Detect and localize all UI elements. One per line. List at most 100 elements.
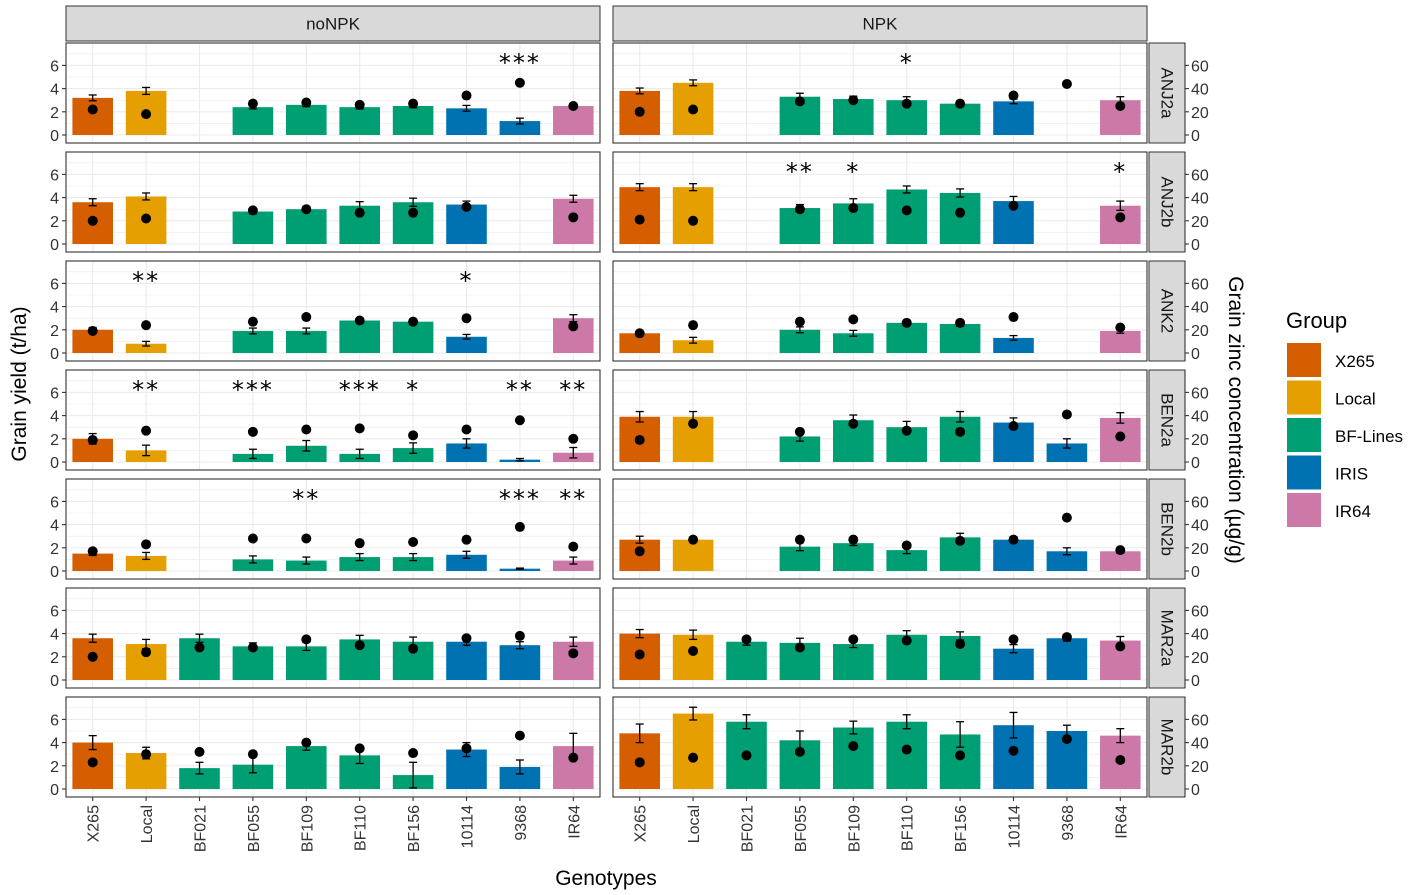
error-bar-10114: [1009, 334, 1018, 341]
panel-border: [65, 42, 601, 144]
zinc-point-10114: [461, 90, 472, 101]
y-tick-label: 6: [50, 712, 59, 729]
error-bar-BF110: [902, 185, 911, 194]
panel-border: [612, 478, 1148, 580]
bar-10114: [993, 539, 1034, 571]
y2-tick-label: 60: [1191, 58, 1209, 75]
bar-BF110: [886, 189, 927, 244]
bar-9368: [1046, 638, 1088, 680]
y2-tick-label: 40: [1191, 518, 1209, 535]
significance-Local: **: [132, 376, 160, 404]
facet-strip-MAR2b: [1148, 696, 1186, 798]
error-bar-Local: [689, 79, 698, 87]
zinc-point-BF109: [301, 737, 312, 748]
zinc-point-BF109: [301, 204, 312, 215]
bar-BF021: [179, 768, 220, 789]
y-tick-label: 2: [50, 214, 59, 231]
bar-BF110: [886, 721, 927, 789]
zinc-point-BF055: [247, 98, 258, 109]
error-bar-10114: [1009, 711, 1018, 739]
zinc-point-BF110: [901, 744, 912, 755]
zinc-point-9368: [1061, 78, 1072, 89]
zinc-point-BF055: [247, 533, 258, 544]
panel-border: [65, 587, 601, 689]
significance-9368: ***: [499, 485, 541, 513]
zinc-point-BF109: [848, 741, 859, 752]
x-tick-label-10114: 10114: [460, 805, 477, 848]
bar-10114: [446, 108, 487, 135]
legend-label: Local: [1335, 390, 1376, 409]
y-tick-label: 6: [50, 58, 59, 75]
error-bar-Local: [689, 629, 698, 641]
panel-border: [612, 587, 1148, 689]
y-tick-label: 6: [50, 603, 59, 620]
bar-BF109: [286, 646, 327, 680]
zinc-point-9368: [514, 630, 525, 641]
zinc-point-Local: [141, 320, 152, 331]
error-bar-9368: [1062, 547, 1071, 556]
zinc-point-Local: [141, 109, 152, 120]
panel-NPK-MAR2b: [612, 696, 1148, 798]
legend-swatch: [1287, 343, 1321, 377]
y2-tick-label: 0: [1191, 673, 1200, 690]
y2-tick-label: 20: [1191, 323, 1209, 340]
error-bar-Local: [142, 444, 151, 457]
error-bar-BF156: [409, 761, 418, 789]
zinc-point-X265: [634, 434, 645, 445]
panel-noNPK-BEN2b: ** *** **: [65, 478, 601, 580]
zinc-point-BF110: [354, 99, 365, 110]
error-bar-BF110: [355, 448, 364, 460]
panel-NPK-ANJ2b: ** * *: [612, 151, 1148, 253]
y-tick-label: 2: [50, 759, 59, 776]
error-bar-X265: [88, 633, 97, 643]
error-bar-BF110: [902, 714, 911, 730]
facet-strip-ANK2: [1148, 260, 1186, 362]
zinc-point-BF055: [794, 204, 805, 215]
zinc-point-X265: [634, 649, 645, 660]
y-axis-left-ANJ2b: 0 2 4 6: [50, 167, 66, 254]
error-bar-IR64: [1116, 728, 1125, 744]
zinc-point-X265: [634, 106, 645, 117]
error-bar-X265: [635, 723, 644, 744]
legend-item-X265: X265: [1287, 343, 1375, 377]
bar-Local: [125, 555, 167, 571]
bar-10114: [446, 336, 487, 353]
error-bar-BF156: [409, 552, 418, 562]
significance-BF110: ***: [339, 376, 381, 404]
error-bar-IR64: [569, 194, 578, 203]
error-bar-9368: [515, 117, 524, 125]
zinc-point-Local: [141, 647, 152, 658]
zinc-point-X265: [87, 757, 98, 768]
bar-BF110: [339, 107, 380, 135]
panel-noNPK-MAR2b: [65, 696, 601, 798]
error-bar-BF109: [302, 327, 311, 335]
y2-tick-label: 60: [1191, 385, 1209, 402]
panel-NPK-BEN2b: [612, 478, 1148, 580]
zinc-point-BF055: [794, 426, 805, 437]
panel-NPK-MAR2a: [612, 587, 1148, 689]
legend-title: Group: [1286, 308, 1347, 333]
zinc-point-Local: [141, 425, 152, 436]
y-tick-label: 0: [50, 455, 59, 472]
significance-9368: **: [506, 376, 534, 404]
bar-BF055: [779, 329, 821, 353]
zinc-point-BF109: [848, 534, 859, 545]
zinc-point-BF156: [955, 750, 966, 761]
zinc-point-10114: [1008, 421, 1019, 432]
significance-BF156: *: [406, 376, 420, 404]
bar-9368: [499, 121, 541, 135]
zinc-point-X265: [87, 215, 98, 226]
zinc-point-Local: [141, 213, 152, 224]
zinc-point-BF156: [955, 639, 966, 650]
y-tick-label: 2: [50, 323, 59, 340]
bar-BF055: [232, 107, 274, 135]
zinc-point-X265: [634, 328, 645, 339]
legend-item-IRIS: IRIS: [1287, 455, 1368, 490]
bar-10114: [446, 641, 487, 680]
zinc-point-IR64: [1115, 545, 1126, 556]
zinc-point-BF156: [955, 207, 966, 218]
error-bar-X265: [635, 410, 644, 423]
zinc-point-BF110: [354, 315, 365, 326]
error-bar-Local: [689, 706, 698, 721]
y2-tick-label: 60: [1191, 167, 1209, 184]
